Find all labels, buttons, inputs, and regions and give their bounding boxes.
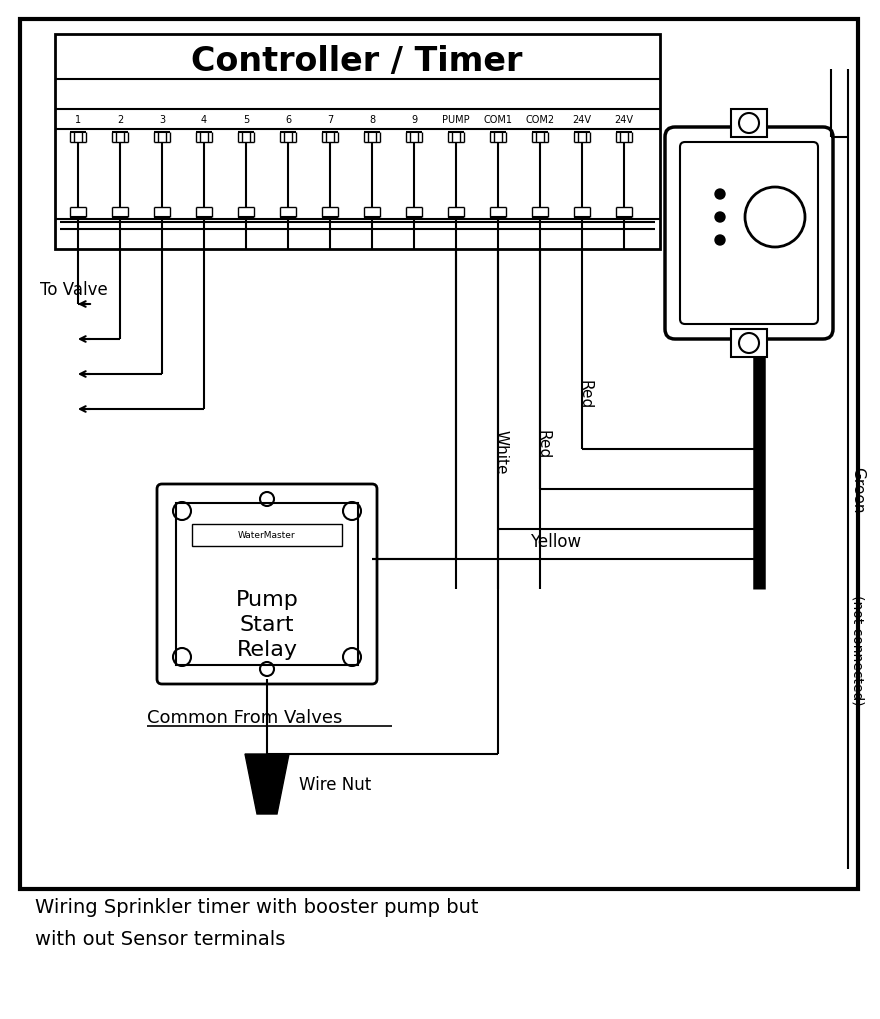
Text: 7: 7	[326, 115, 334, 125]
Text: 24V: 24V	[573, 115, 591, 125]
Circle shape	[715, 213, 725, 223]
Text: 2: 2	[117, 115, 123, 125]
FancyBboxPatch shape	[680, 143, 818, 325]
Text: PUMP: PUMP	[442, 115, 470, 125]
Text: Green: Green	[850, 467, 866, 513]
Bar	[176, 503, 358, 665]
Text: Wiring Sprinkler timer with booster pump but: Wiring Sprinkler timer with booster pump…	[35, 898, 479, 917]
Circle shape	[715, 190, 725, 200]
Bar	[55, 35, 660, 250]
Text: Pump: Pump	[236, 589, 298, 609]
Bar	[731, 330, 767, 358]
Text: 5: 5	[243, 115, 249, 125]
Text: 3: 3	[159, 115, 165, 125]
Text: COM1: COM1	[483, 115, 512, 125]
Text: Wire Nut: Wire Nut	[299, 775, 371, 793]
Polygon shape	[245, 754, 289, 814]
Circle shape	[715, 235, 725, 246]
FancyBboxPatch shape	[157, 484, 377, 685]
Text: Controller / Timer: Controller / Timer	[191, 46, 523, 78]
Text: Common From Valves: Common From Valves	[147, 708, 342, 727]
Text: Relay: Relay	[237, 639, 297, 659]
Text: 4: 4	[201, 115, 207, 125]
Text: 9: 9	[411, 115, 417, 125]
Bar	[192, 525, 342, 546]
Text: Yellow: Yellow	[530, 533, 581, 550]
Text: 24V: 24V	[614, 115, 634, 125]
Text: COM2: COM2	[525, 115, 554, 125]
Bar	[731, 110, 767, 138]
Text: Start: Start	[239, 614, 294, 635]
Text: 6: 6	[285, 115, 291, 125]
Text: (not connected): (not connected)	[851, 594, 865, 704]
Bar	[20, 20, 858, 890]
Text: 8: 8	[369, 115, 375, 125]
Text: WaterMaster: WaterMaster	[238, 531, 296, 540]
Text: Red: Red	[577, 380, 592, 409]
Text: 1: 1	[75, 115, 81, 125]
Text: White: White	[494, 430, 509, 474]
FancyBboxPatch shape	[665, 127, 833, 339]
Text: with out Sensor terminals: with out Sensor terminals	[35, 929, 285, 949]
Text: To Valve: To Valve	[40, 280, 107, 299]
Text: WaterMaster: WaterMaster	[236, 530, 298, 539]
Text: Red: Red	[536, 430, 551, 459]
